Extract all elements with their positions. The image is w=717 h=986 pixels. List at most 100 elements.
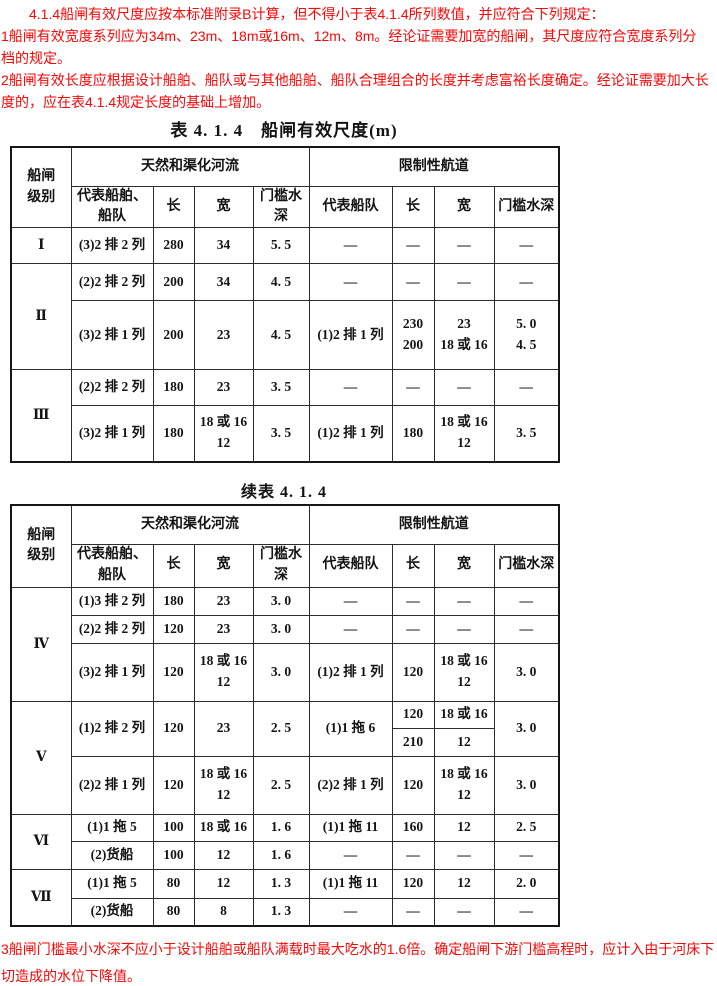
table-cell: —: [391, 369, 435, 407]
table-cell: 23: [193, 586, 254, 616]
table-cell: 18 或 16: [433, 700, 495, 729]
col-header-sill-restricted: 门槛水深: [493, 543, 560, 588]
col-header-restricted-channel: 限制性航道: [308, 146, 560, 187]
table-row: (3)2 排 1 列 200 23 4. 5 (1)2 排 1 列 230 20…: [11, 300, 560, 371]
table-cell: (1)2 排 2 列: [70, 700, 154, 757]
table-cell: 18 或 16 12: [433, 755, 495, 815]
table-cell: 3. 0: [252, 586, 310, 616]
table-cell: (2)货船: [70, 840, 154, 870]
table-row: Ⅱ (2)2 排 2 列 200 34 4. 5 — — — —: [10, 263, 560, 371]
table-cell: 12: [193, 840, 254, 870]
table-row: (3)2 排 1 列 180 18 或 16 12 3. 5 (1)2 排 1 …: [11, 405, 560, 463]
table-cell: 12: [433, 813, 495, 842]
table-cell: (1)1 拖 11: [308, 813, 393, 842]
table-cell: —: [391, 840, 435, 870]
col-header-natural-rivers: 天然和渠化河流: [70, 504, 310, 545]
table-cell: 23: [193, 700, 254, 757]
table-header-row: 代表船舶、 船队 长 宽 门槛水深 代表船队 长 宽 门槛水深: [11, 543, 560, 588]
table-cell: 210: [391, 727, 435, 757]
table-cell: (1)1 拖 5: [70, 868, 154, 899]
col-header-length-natural: 长: [152, 543, 195, 588]
table-cell: 18 或 16 12: [193, 642, 254, 702]
table-cell: 18 或 16: [193, 813, 254, 842]
table-cell: 1. 6: [252, 813, 310, 842]
table-cell: 4. 5: [252, 263, 310, 302]
table-cell: 100: [152, 840, 195, 870]
table-cell: (1)3 排 2 列: [70, 586, 154, 616]
col-header-length-restricted: 长: [391, 543, 435, 588]
table-cell: —: [308, 369, 393, 407]
table-cell: 80: [152, 897, 195, 927]
col-header-width-restricted: 宽: [433, 543, 495, 588]
table-cell: —: [308, 227, 393, 265]
table-cell: 34: [193, 227, 254, 265]
table-cell: —: [391, 897, 435, 927]
col-header-sill-restricted: 门槛水深: [493, 185, 560, 229]
table-cell: 8: [193, 897, 254, 927]
table-cell: 280: [152, 227, 195, 265]
table-cell: 3. 0: [252, 642, 310, 702]
table-cell: 120: [391, 868, 435, 899]
table-cell: 34: [193, 263, 254, 302]
table-cell: —: [493, 614, 560, 644]
table-cell: 3. 0: [493, 642, 560, 702]
table-cell: —: [433, 263, 495, 302]
table-cell: (2)货船: [70, 897, 154, 927]
table-cell: —: [391, 586, 435, 616]
table-cell: 100: [152, 813, 195, 842]
table-cell: 5. 5: [252, 227, 310, 265]
length-rule-text: 2船闸有效长度应根据设计船舶、船队或与其他船舶、船队合理组合的长度并考虑富裕长度…: [1, 72, 709, 110]
col-header-lock-class: 船闸 级别: [10, 504, 72, 588]
table-cell: —: [493, 840, 560, 870]
table-cell: —: [308, 840, 393, 870]
lock-class-cell: Ⅱ: [10, 263, 72, 371]
table-cell: 3. 0: [252, 614, 310, 644]
clause-4-1-4-text: 4.1.4船闸有效尺度应按本标准附录B计算，但不得小于表4.1.4所列数值，并应…: [29, 6, 605, 22]
table-cell: —: [433, 614, 495, 644]
table-cell: —: [308, 614, 393, 644]
table-cell: 18 或 16 12: [193, 405, 254, 463]
table-header-row: 船闸 级别 天然和渠化河流 限制性航道: [10, 146, 560, 229]
lock-class-cell: Ⅰ: [10, 227, 72, 265]
table-row: (2)2 排 1 列 120 18 或 16 12 2. 5 (2)2 排 1 …: [11, 755, 560, 815]
table-cell: 200: [152, 263, 195, 302]
table-cell: 200: [152, 300, 195, 371]
table-cell: 230 200: [391, 300, 435, 371]
table-cell: 1. 3: [252, 897, 310, 927]
lock-class-cell: Ⅶ: [10, 868, 72, 927]
lock-class-cell: Ⅴ: [10, 700, 72, 815]
table-cell: 160: [391, 813, 435, 842]
table-cell: 120: [391, 642, 435, 702]
table-header-row: 代表船舶、 船队 长 宽 门槛水深 代表船队 长 宽 门槛水深: [11, 185, 560, 229]
table-row: Ⅰ (3)2 排 2 列 280 34 5. 5 — — — —: [10, 227, 560, 265]
lock-class-cell: Ⅳ: [10, 586, 72, 702]
table-cell: 180: [152, 369, 195, 407]
table-cell: 80: [152, 868, 195, 899]
table-cell: 12: [433, 868, 495, 899]
table-cell: 1. 6: [252, 840, 310, 870]
table-cell: 12: [193, 868, 254, 899]
table-cell: 3. 5: [252, 369, 310, 407]
sill-depth-note-text: 3船闸门槛最小水深不应小于设计船舶或船队满载时最大吃水的1.6倍。确定船闸下游门…: [1, 941, 715, 984]
table-row: Ⅶ (1)1 拖 5 80 12 1. 3 (1)1 拖 11 120 12 2…: [10, 868, 560, 927]
table-cell: 23: [193, 369, 254, 407]
table-cell: —: [391, 227, 435, 265]
table-cell: (2)2 排 2 列: [70, 263, 154, 302]
table-row: (2)货船 100 12 1. 6 — — — —: [11, 840, 560, 870]
table-cell: (3)2 排 1 列: [70, 300, 154, 371]
width-series-rule-text: 1船闸有效宽度系列应为34m、23m、18m或16m、12m、8m。经论证需要加…: [1, 28, 697, 66]
col-header-rep-ship: 代表船舶、 船队: [70, 185, 154, 229]
table-cell: —: [493, 897, 560, 927]
col-header-sill-natural: 门槛水深: [252, 543, 310, 588]
table-cell: —: [391, 263, 435, 302]
table-cell: (1)1 拖 11: [308, 868, 393, 899]
col-header-width-natural: 宽: [193, 543, 254, 588]
table-cell: —: [493, 586, 560, 616]
table-cell: 3. 0: [493, 700, 560, 757]
table-row: (2)货船 80 8 1. 3 — — — —: [11, 897, 560, 927]
table-row: 210 12: [11, 727, 559, 757]
table-cell: 120: [391, 755, 435, 815]
col-header-width-restricted: 宽: [433, 185, 495, 229]
table-cell: 2. 5: [252, 755, 310, 815]
col-header-restricted-channel: 限制性航道: [308, 504, 560, 545]
